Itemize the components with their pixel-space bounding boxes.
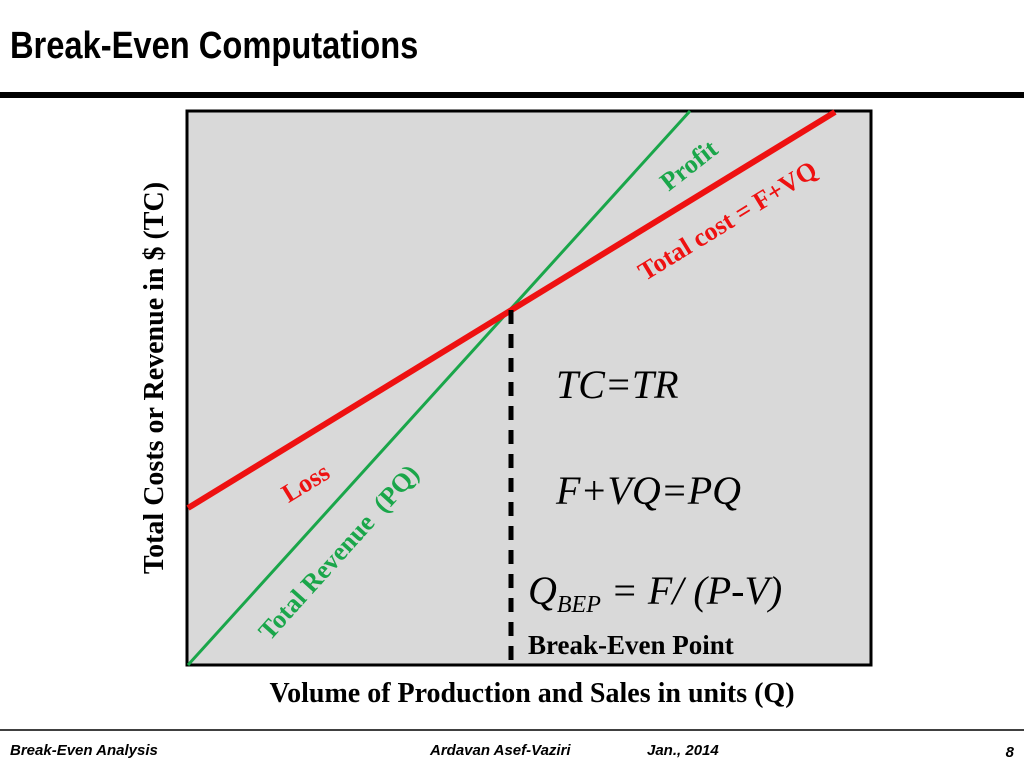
equation-subscript: BEP: [557, 592, 601, 618]
equation-rest: = F/ (P-V): [601, 568, 782, 613]
equation: TC=TR: [556, 362, 679, 407]
footer-left: Break-Even Analysis: [10, 742, 158, 759]
page-number: 8: [1006, 744, 1015, 761]
equation-symbol: Q: [528, 568, 557, 613]
y-axis-label: Total Costs or Revenue in $ (TC): [139, 182, 170, 574]
total-revenue-line: [186, 109, 692, 667]
slide-title: Break-Even Computations: [10, 24, 418, 67]
equation: QBEP = F/ (P-V): [528, 568, 782, 618]
bep-label: Break-Even Point: [528, 630, 734, 660]
plot-area: [185, 109, 873, 667]
footer-author: Ardavan Asef-Vaziri: [429, 742, 571, 759]
x-axis-label: Volume of Production and Sales in units …: [269, 678, 794, 709]
header-rule: [0, 92, 1024, 98]
footer-date: Jan., 2014: [647, 742, 719, 759]
equation: F+VQ=PQ: [555, 468, 741, 513]
